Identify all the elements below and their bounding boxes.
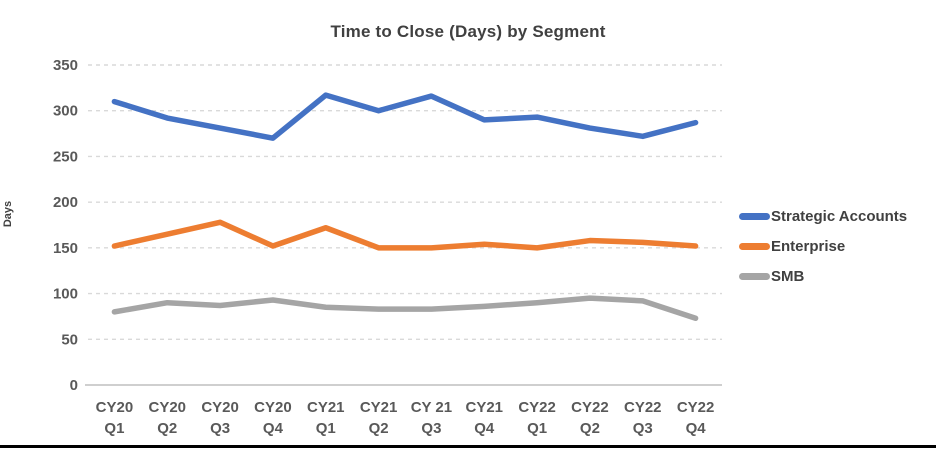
x-tick-label: CY20 Q3 (201, 399, 239, 437)
y-tick-label: 200 (53, 194, 78, 211)
y-tick-label: 350 (53, 57, 78, 74)
y-tick-label: 300 (53, 103, 78, 120)
x-tick-label: CY22 Q4 (677, 399, 715, 437)
legend-marker (739, 213, 770, 220)
legend-label: Enterprise (771, 238, 846, 255)
y-tick-label: 150 (53, 240, 78, 257)
chart-title: Time to Close (Days) by Segment (330, 22, 606, 41)
legend-item: SMB (739, 266, 907, 287)
x-tick-label: CY22 Q2 (571, 399, 609, 437)
x-tick-label: CY21 Q2 (360, 399, 398, 437)
legend-marker (739, 243, 770, 250)
legend-label: SMB (771, 268, 805, 285)
bottom-border-rule (0, 445, 936, 448)
y-tick-label: 250 (53, 148, 78, 165)
x-tick-label: CY20 Q1 (96, 399, 134, 437)
legend-marker (739, 273, 770, 280)
x-tick-label: CY 21 Q3 (411, 399, 452, 437)
series-line-smb (111, 295, 699, 322)
legend-label: Strategic Accounts (771, 208, 908, 225)
x-tick-label: CY21 Q1 (307, 399, 345, 437)
legend-item: Strategic Accounts (739, 206, 907, 227)
x-tick-label: CY20 Q4 (254, 399, 292, 437)
series-line-enterprise (111, 219, 699, 251)
y-tick-label: 0 (70, 377, 78, 394)
x-tick-label: CY22 Q3 (624, 399, 662, 437)
series-line-strategic-accounts (111, 92, 699, 141)
y-tick-label: 50 (61, 331, 78, 348)
legend: Strategic Accounts Enterprise SMB (739, 206, 907, 287)
y-tick-label: 100 (53, 286, 78, 303)
x-tick-label: CY22 Q1 (518, 399, 556, 437)
legend-item: Enterprise (739, 236, 907, 257)
x-tick-label: CY21 Q4 (465, 399, 503, 437)
x-tick-label: CY20 Q2 (148, 399, 186, 437)
